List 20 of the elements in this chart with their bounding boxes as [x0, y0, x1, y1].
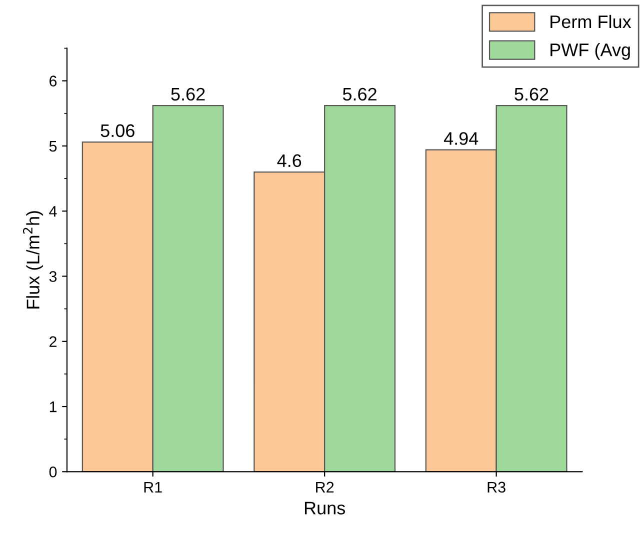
y-tick-label: 0: [49, 466, 57, 478]
y-tick-label: 1: [50, 402, 57, 412]
legend-label: PWF (Avg: [550, 43, 630, 60]
y-tick-label: 6: [50, 76, 57, 86]
y-axis-title: Flux (L/m$^{2}$h): [22, 211, 44, 308]
x-tick-label: R2: [316, 482, 334, 492]
data-label: 4.94: [444, 132, 478, 145]
data-label: 5.62: [171, 88, 205, 101]
x-tick-label: R1: [144, 482, 162, 492]
y-tick-label: 4: [49, 206, 57, 217]
data-label: 5.06: [100, 124, 134, 138]
x-tick-label: R3: [488, 482, 506, 493]
data-label: 4.6: [277, 154, 302, 168]
data-label: 5.62: [342, 88, 376, 101]
y-tick-label: 2: [50, 336, 56, 347]
y-tick-label: 5: [49, 140, 57, 152]
data-label: 5.62: [514, 88, 548, 101]
y-tick-label: 3: [49, 271, 57, 282]
x-axis-title: Runs: [304, 502, 345, 514]
legend-label: Perm Flux: [550, 14, 632, 28]
